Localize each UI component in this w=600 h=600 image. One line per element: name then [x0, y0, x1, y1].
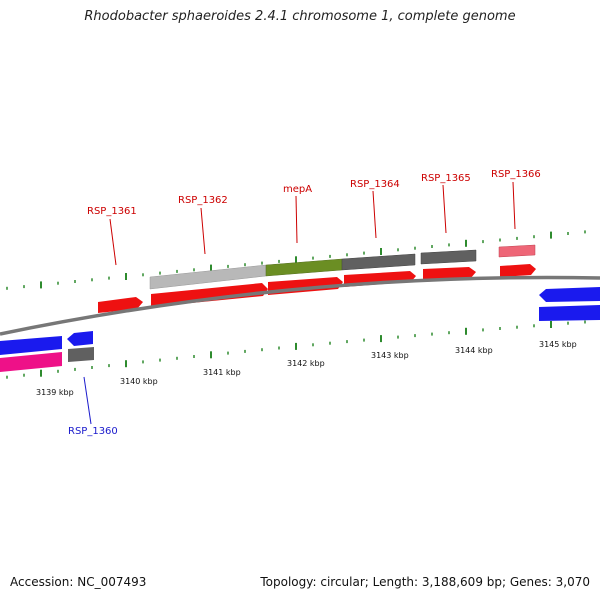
gene-label-mepa[interactable]: mepA [283, 184, 312, 195]
cds-arrow-rsp1366[interactable] [500, 264, 536, 277]
tick-label-3142: 3142 kbp [287, 359, 325, 368]
gene-bar-rsp1366[interactable] [498, 244, 536, 258]
inner-tick-track [6, 320, 586, 379]
cds-arrow-reverse-right[interactable] [539, 287, 600, 302]
accession-text: Accession: NC_007493 [10, 575, 147, 589]
genome-backbone [0, 275, 600, 336]
gene-label-rsp1364[interactable]: RSP_1364 [350, 179, 400, 190]
leader-rsp1365 [442, 184, 447, 234]
tick-label-3140: 3140 kbp [120, 377, 158, 386]
genome-stats-text: Topology: circular; Length: 3,188,609 bp… [260, 575, 590, 589]
gene-bar-rsp1360[interactable] [68, 347, 94, 362]
tick-label-3141: 3141 kbp [203, 368, 241, 377]
gene-label-rsp1360[interactable]: RSP_1360 [68, 426, 118, 437]
gene-bar-reverse-right[interactable] [539, 305, 600, 321]
gene-bar-rsp1365[interactable] [420, 249, 477, 265]
cds-arrow-rsp1360[interactable] [67, 331, 93, 346]
leader-rsp1364 [372, 190, 377, 239]
leader-mepa [295, 195, 298, 244]
tick-label-3143: 3143 kbp [371, 351, 409, 360]
cds-arrow-rsp1362[interactable] [151, 283, 268, 307]
leader-rsp1362 [200, 207, 206, 255]
tick-label-3144: 3144 kbp [455, 346, 493, 355]
gene-bar-reverse-left[interactable] [0, 352, 62, 372]
gene-bar-rsp1364[interactable] [341, 253, 416, 271]
leader-rsp1366 [512, 181, 516, 230]
coordinate-axis: 3139 kbp 3140 kbp 3141 kbp 3142 kbp 3143… [36, 340, 577, 397]
cds-arrow-reverse-left[interactable] [0, 336, 62, 355]
outer-tick-track [6, 230, 586, 290]
gene-bar-mepa[interactable] [265, 258, 343, 277]
leader-rsp1360 [83, 376, 92, 425]
map-title: Rhodobacter sphaeroides 2.4.1 chromosome… [84, 9, 516, 24]
gene-label-rsp1365[interactable]: RSP_1365 [421, 173, 471, 184]
gene-label-rsp1361[interactable]: RSP_1361 [87, 206, 137, 217]
gene-label-leaders [83, 181, 516, 425]
tick-label-3145: 3145 kbp [539, 340, 577, 349]
gene-label-rsp1362[interactable]: RSP_1362 [178, 195, 228, 206]
cds-reverse-track [0, 287, 600, 372]
gene-labels: RSP_1360 RSP_1361 RSP_1362 mepA RSP_1364… [68, 169, 541, 437]
leader-rsp1361 [109, 218, 117, 266]
gene-track [149, 244, 536, 290]
tick-label-3139: 3139 kbp [36, 388, 74, 397]
gene-label-rsp1366[interactable]: RSP_1366 [491, 169, 541, 180]
